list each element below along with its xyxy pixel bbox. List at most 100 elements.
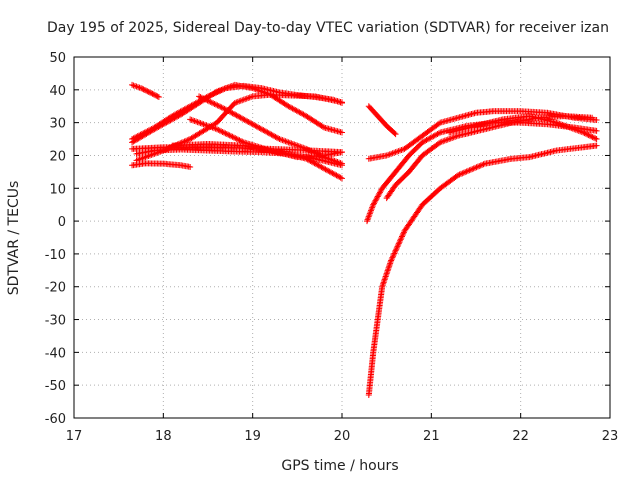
data-point [288, 140, 295, 147]
data-point [376, 189, 383, 196]
data-point [237, 137, 244, 144]
x-tick-label: 23 [602, 429, 619, 444]
y-tick-label: -30 [45, 314, 66, 329]
y-tick-label: 40 [49, 84, 66, 99]
data-point [232, 111, 239, 118]
data-point [377, 188, 384, 195]
data-point [241, 116, 248, 123]
data-point [220, 129, 227, 136]
data-point [398, 233, 405, 240]
x-tick-label: 22 [512, 429, 529, 444]
data-point [444, 136, 451, 143]
data-point [565, 124, 572, 131]
data-point [435, 140, 442, 147]
data-point [140, 86, 147, 93]
data-point [589, 114, 596, 121]
data-point [229, 110, 236, 117]
data-point [390, 251, 397, 258]
data-point [581, 130, 588, 137]
data-point [371, 200, 378, 207]
x-tick-label: 21 [423, 429, 440, 444]
data-point [222, 130, 229, 137]
data-point [245, 95, 252, 102]
series-arc13 [364, 119, 600, 225]
data-point [388, 257, 395, 264]
data-point [560, 122, 567, 129]
data-point [441, 137, 448, 144]
data-point [136, 84, 143, 91]
data-point [246, 119, 253, 126]
data-point [163, 119, 170, 126]
data-point [233, 99, 240, 106]
data-point [239, 138, 246, 145]
data-point [212, 89, 219, 96]
data-point [593, 117, 600, 124]
data-point [220, 105, 227, 112]
data-point [267, 130, 274, 137]
data-point [264, 129, 271, 136]
data-point [215, 87, 222, 94]
data-point [588, 133, 595, 140]
data-point [193, 118, 200, 125]
data-point [447, 135, 454, 142]
data-point [227, 83, 234, 90]
data-point [566, 124, 573, 131]
x-axis-label: GPS time / hours [281, 458, 398, 474]
data-point [249, 121, 256, 128]
data-point [167, 117, 174, 124]
data-point [394, 148, 401, 155]
data-point [216, 87, 223, 94]
data-point [283, 138, 290, 145]
data-point [367, 207, 374, 214]
data-point [395, 242, 402, 249]
data-point [337, 174, 344, 181]
y-tick-label: 0 [58, 215, 66, 230]
data-point [575, 127, 582, 134]
data-point [228, 109, 235, 116]
data-point [369, 204, 376, 211]
data-point [339, 160, 345, 167]
y-axis-label: SDTVAR / TECUs [6, 181, 22, 296]
data-point [158, 122, 165, 129]
data-point [229, 133, 236, 140]
data-point [240, 116, 247, 123]
data-point [208, 99, 215, 106]
data-point [218, 104, 225, 111]
data-point [225, 131, 232, 138]
data-point [304, 146, 311, 153]
data-point [584, 131, 591, 138]
data-point [146, 89, 153, 96]
data-point [477, 162, 484, 169]
data-point [207, 98, 214, 105]
data-point [240, 96, 247, 103]
data-point [139, 85, 146, 92]
data-point [400, 230, 407, 237]
data-point [212, 125, 219, 132]
data-point [248, 120, 255, 127]
data-point [198, 94, 205, 101]
data-point [226, 108, 233, 115]
data-point [462, 169, 469, 176]
data-point [397, 147, 404, 154]
data-point [136, 156, 143, 163]
data-point [306, 147, 313, 154]
series-arc16 [446, 113, 600, 143]
data-point [213, 88, 220, 95]
data-point [216, 127, 223, 134]
data-point [291, 141, 298, 148]
y-tick-label: 10 [49, 182, 66, 197]
data-point [221, 105, 228, 112]
data-point [209, 124, 216, 131]
data-points [129, 81, 600, 399]
data-point [275, 135, 282, 142]
data-point [298, 144, 305, 151]
data-point [151, 126, 158, 133]
data-point [476, 163, 483, 170]
data-point [228, 82, 235, 89]
data-point [395, 240, 402, 247]
data-point [148, 90, 155, 97]
data-point [175, 112, 182, 119]
data-point [133, 83, 140, 90]
data-point [171, 115, 178, 122]
